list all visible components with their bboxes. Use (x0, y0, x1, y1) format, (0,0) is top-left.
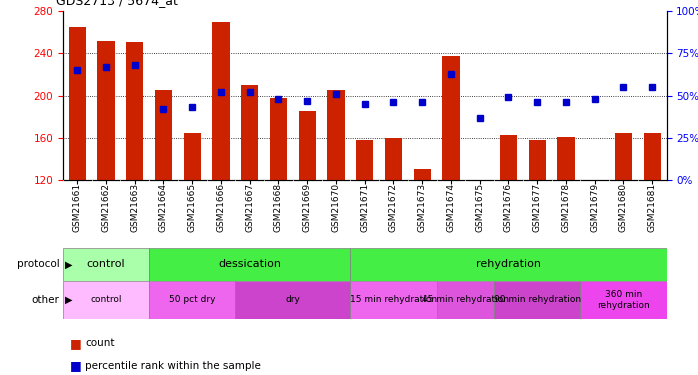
Bar (580, 281, 667, 319)
Text: GDS2713 / 5674_at: GDS2713 / 5674_at (56, 0, 178, 8)
Bar (356, 140, 373, 180)
Text: GSM21677: GSM21677 (533, 183, 542, 232)
Text: percentile rank within the sample: percentile rank within the sample (85, 361, 261, 370)
Text: 15 min rehydration: 15 min rehydration (350, 296, 437, 304)
Text: ▶: ▶ (65, 295, 73, 305)
Text: 360 min
rehydration: 360 min rehydration (597, 290, 650, 310)
Text: protocol: protocol (17, 260, 59, 269)
Text: GSM21662: GSM21662 (101, 183, 110, 232)
Text: 90 min rehydration: 90 min rehydration (493, 296, 581, 304)
Bar (350, 281, 436, 319)
Text: ▶: ▶ (65, 260, 73, 269)
Text: dry: dry (285, 296, 300, 304)
Text: control: control (87, 260, 125, 269)
Text: GSM21678: GSM21678 (561, 183, 570, 232)
Text: GSM21674: GSM21674 (447, 183, 456, 232)
Bar (500, 135, 517, 180)
Text: GSM21673: GSM21673 (417, 183, 426, 232)
Bar (241, 85, 258, 180)
Bar (149, 248, 350, 281)
Text: GSM21664: GSM21664 (159, 183, 168, 232)
Text: rehydration: rehydration (476, 260, 541, 269)
Text: GSM21663: GSM21663 (131, 183, 139, 232)
Bar (235, 281, 350, 319)
Bar (557, 137, 574, 180)
Text: GSM21679: GSM21679 (591, 183, 599, 232)
Bar (494, 281, 580, 319)
Bar (63, 281, 149, 319)
Text: GSM21665: GSM21665 (188, 183, 197, 232)
Text: GSM21672: GSM21672 (389, 183, 398, 232)
Bar (644, 132, 661, 180)
Text: control: control (90, 296, 121, 304)
Bar (126, 42, 143, 180)
Text: 45 min rehydration: 45 min rehydration (422, 296, 509, 304)
Bar (63, 248, 149, 281)
Text: GSM21666: GSM21666 (216, 183, 225, 232)
Text: GSM21670: GSM21670 (332, 183, 341, 232)
Text: other: other (31, 295, 59, 305)
Bar (149, 281, 235, 319)
Text: ■: ■ (70, 359, 82, 372)
Text: GSM21669: GSM21669 (303, 183, 312, 232)
Bar (414, 170, 431, 180)
Text: ■: ■ (70, 337, 82, 350)
Text: dessication: dessication (218, 260, 281, 269)
Bar (443, 56, 459, 180)
Bar (68, 27, 86, 180)
Text: 50 pct dry: 50 pct dry (169, 296, 216, 304)
Text: GSM21671: GSM21671 (360, 183, 369, 232)
Bar (184, 132, 201, 180)
Bar (270, 98, 287, 180)
Bar (327, 90, 345, 180)
Bar (350, 248, 667, 281)
Text: GSM21668: GSM21668 (274, 183, 283, 232)
Bar (436, 281, 494, 319)
Text: GSM21675: GSM21675 (475, 183, 484, 232)
Text: GSM21667: GSM21667 (245, 183, 254, 232)
Text: GSM21680: GSM21680 (619, 183, 628, 232)
Bar (212, 22, 230, 180)
Bar (385, 138, 402, 180)
Bar (97, 41, 114, 180)
Bar (528, 140, 546, 180)
Text: GSM21661: GSM21661 (73, 183, 82, 232)
Bar (299, 111, 315, 180)
Text: count: count (85, 338, 114, 348)
Text: GSM21681: GSM21681 (648, 183, 657, 232)
Bar (155, 90, 172, 180)
Bar (615, 132, 632, 180)
Text: GSM21676: GSM21676 (504, 183, 513, 232)
